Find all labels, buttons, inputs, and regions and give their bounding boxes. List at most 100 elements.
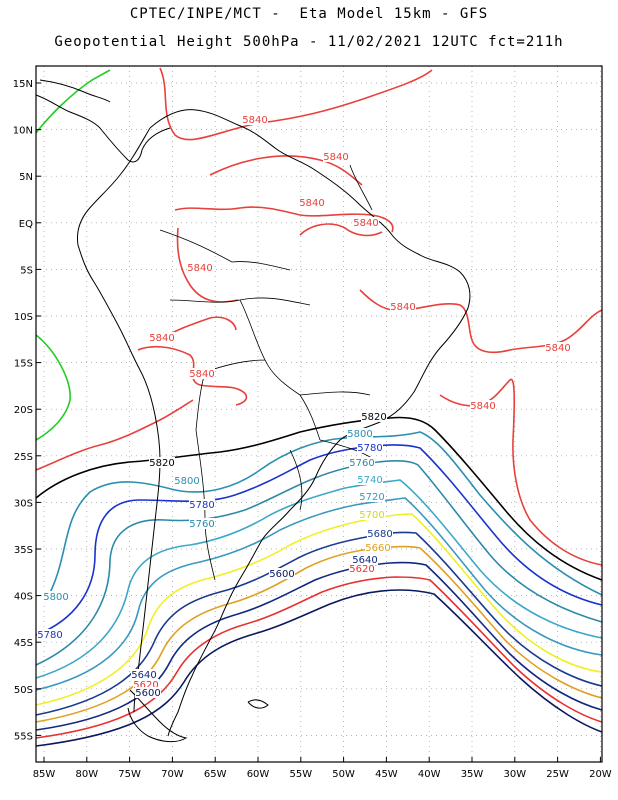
lon-label: 35W (461, 769, 484, 780)
lon-label: 50W (332, 769, 355, 780)
contour-label-bg (149, 457, 175, 468)
contour-label-bg (189, 368, 215, 379)
contour-label-bg (353, 217, 379, 228)
contour-label: 5800 (43, 592, 68, 603)
contour-label-bg (357, 442, 383, 453)
contour-label: 5600 (269, 569, 294, 580)
lat-label: 5S (20, 265, 33, 276)
contour-5600 (35, 589, 603, 747)
lat-label: 10S (14, 312, 33, 323)
contour-label: 5840 (242, 115, 267, 126)
contour-label-bg (359, 491, 385, 502)
contour-label-bg (187, 262, 213, 273)
contour-label: 5840 (545, 343, 570, 354)
lon-label: 60W (247, 769, 270, 780)
tierra-del-fuego (127, 689, 188, 743)
contour-5840-amazon (174, 206, 394, 237)
map-title-line1: CPTEC/INPE/MCT - Eta Model 15km - GFS (129, 6, 489, 22)
height-contours (35, 67, 603, 747)
contour-label: 5680 (367, 529, 392, 540)
contour-label-bg (299, 197, 325, 208)
lat-label: 20S (14, 405, 33, 416)
contour-label-bg (149, 332, 175, 343)
contour-label-bg (390, 301, 416, 312)
contour-label-bg (37, 629, 63, 640)
lon-label: 30W (503, 769, 526, 780)
lon-label: 55W (289, 769, 312, 780)
lon-label: 80W (75, 769, 98, 780)
contour-5840-southwest (35, 399, 194, 471)
contour-label: 5840 (470, 401, 495, 412)
contour-5860-north (35, 69, 111, 134)
lon-label: 25W (546, 769, 569, 780)
lat-label: 5N (19, 172, 33, 183)
contour-5840-north2 (209, 155, 363, 186)
contour-label-bg (365, 542, 391, 553)
contour-5620 (35, 576, 603, 739)
contour-label: 5640 (352, 555, 377, 566)
contour-5840-bolivia (137, 345, 248, 406)
contour-label: 5820 (361, 412, 386, 423)
lon-label: 45W (375, 769, 398, 780)
contour-label: 5700 (359, 510, 384, 521)
contour-label: 5720 (359, 492, 384, 503)
map-frame (35, 65, 603, 763)
contour-label-bg (269, 568, 295, 579)
contour-label: 5840 (390, 302, 415, 313)
contour-label: 5620 (133, 680, 158, 691)
contour-label: 5780 (37, 630, 62, 641)
contour-5700 (35, 513, 603, 706)
contour-label: 5600 (135, 688, 160, 699)
graticule (36, 66, 602, 762)
contour-label-bg (349, 563, 375, 574)
contour-label-bg (189, 518, 215, 529)
lon-label: 40W (418, 769, 441, 780)
lat-label: 10N (13, 126, 33, 137)
contour-label: 5820 (149, 458, 174, 469)
contour-5840-southeast (439, 378, 603, 566)
contour-label-bg (470, 400, 496, 411)
contour-5800 (44, 431, 603, 603)
lat-label: 40S (14, 592, 33, 603)
contour-label-bg (174, 475, 200, 486)
contour-labels: 5840 5840 5840 5840 5840 5840 5840 5840 5840 5840… (37, 114, 571, 699)
contour-5860-west (35, 334, 71, 441)
lat-label: 15S (14, 359, 33, 370)
contour-5740 (35, 479, 603, 679)
contour-label: 5840 (187, 263, 212, 274)
contour-5680 (35, 531, 603, 716)
lat-label: 30S (14, 498, 33, 509)
lon-label: 65W (204, 769, 227, 780)
south-america-coast (149, 109, 471, 737)
contour-5820 (35, 416, 603, 581)
contour-label: 5760 (189, 519, 214, 530)
contour-label: 5840 (299, 198, 324, 209)
contour-label-bg (359, 509, 385, 520)
contour-label-bg (361, 411, 387, 422)
contour-label-bg (349, 457, 375, 468)
contour-label-bg (347, 428, 373, 439)
contour-5780 (35, 444, 603, 636)
longitude-labels: 85W 80W 75W 70W 65W 60W 55W 50W 45W 40W 35W 30W 25W 2… (33, 757, 612, 780)
contour-label: 5640 (131, 670, 156, 681)
coastlines (35, 79, 471, 743)
south-america-west-coast (77, 127, 161, 713)
contour-label: 5840 (149, 333, 174, 344)
contour-label-bg (189, 499, 215, 510)
contour-label: 5620 (349, 564, 374, 575)
contour-label-bg (133, 679, 159, 690)
contour-5640 (35, 561, 603, 731)
lon-label: 85W (33, 769, 56, 780)
contour-label: 5840 (323, 152, 348, 163)
contour-5840-north (159, 67, 433, 141)
lat-label: 35S (14, 545, 33, 556)
lat-label: 50S (14, 685, 33, 696)
lon-label: 70W (161, 769, 184, 780)
contour-label-bg (242, 114, 268, 125)
lat-label: 45S (14, 638, 33, 649)
contour-label-bg (135, 687, 161, 698)
lat-label: 25S (14, 452, 33, 463)
contour-label-bg (131, 669, 157, 680)
contour-label: 5740 (357, 475, 382, 486)
